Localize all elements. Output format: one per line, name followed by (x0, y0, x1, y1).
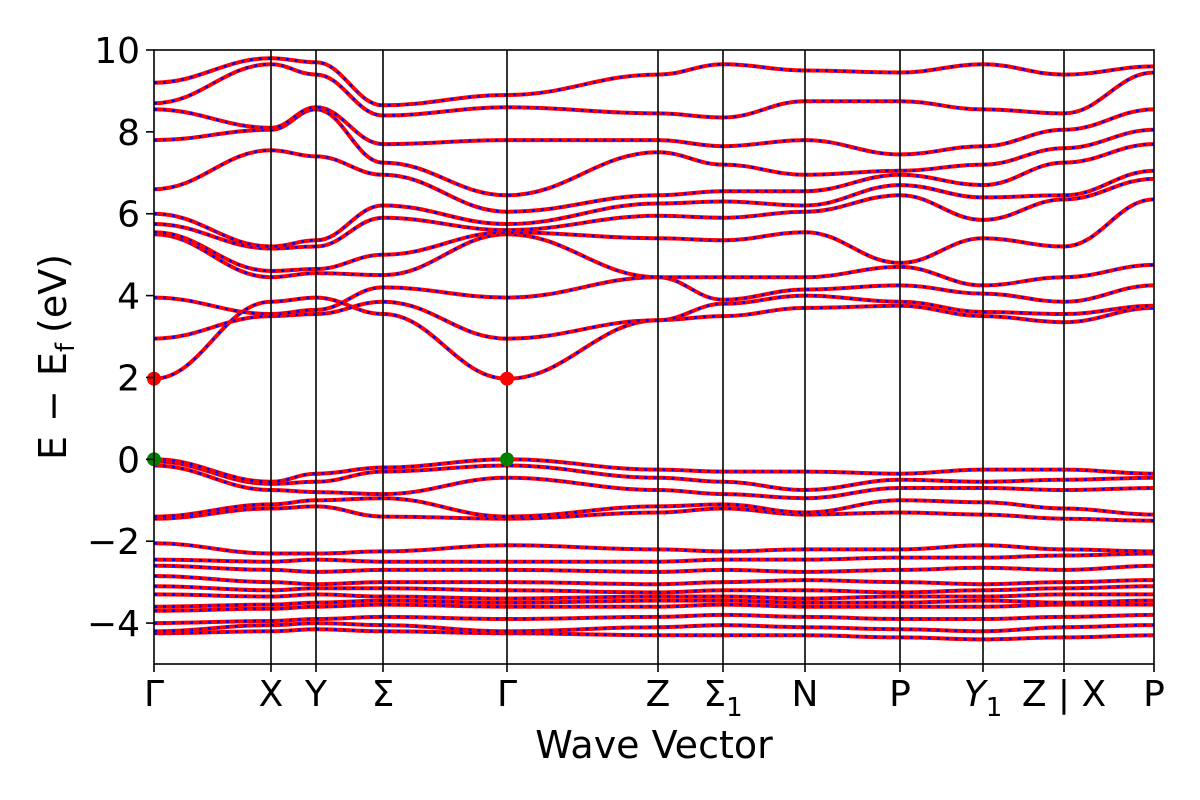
band-line-spin-up (154, 142, 1154, 214)
band-line-spin-up (154, 584, 1154, 595)
x-tick-label: Γ (497, 674, 517, 715)
band-line-spin-down (154, 108, 1154, 197)
x-tick-label: X (259, 674, 284, 715)
band-line-spin-down (154, 457, 1154, 484)
band-edge-markers (147, 371, 514, 467)
band-edge-point (500, 452, 514, 467)
x-axis-title: Wave Vector (535, 723, 773, 767)
x-tick-label: Z (646, 674, 671, 715)
y-axis: −4 −2 0 2 4 6 8 10 (87, 31, 154, 645)
bands-layer (154, 56, 1154, 642)
band-line-spin-up (154, 563, 1154, 574)
x-tick-label: Z | X (1022, 674, 1106, 715)
y-axis-title: E−Ef(eV) (31, 254, 81, 460)
x-tick-label: P (889, 674, 911, 715)
kpoint-lines (270, 50, 1065, 664)
band-line-spin-down (154, 275, 1154, 316)
x-tick-label: Γ (144, 674, 164, 715)
x-tick-label: N (792, 674, 819, 715)
plot-area (147, 49, 1155, 665)
band-edge-point (500, 371, 514, 386)
band-line-spin-up (154, 504, 1154, 523)
band-line-spin-down (154, 464, 1154, 500)
band-line-spin-up (154, 541, 1154, 556)
band-line-spin-up (154, 56, 1154, 108)
band-line-spin-down (154, 232, 1154, 287)
band-line-spin-up (154, 602, 1154, 613)
y-tick-label: 6 (117, 195, 140, 236)
y-tick-label: 4 (117, 277, 140, 318)
band-line-spin-up (154, 105, 1154, 157)
band-line-spin-down (154, 56, 1154, 107)
x-tick-label: P (1143, 674, 1165, 715)
band-line-spin-up (154, 293, 1154, 341)
plot-frame (153, 49, 1155, 665)
band-line-spin-up (154, 197, 1154, 273)
band-line-spin-down (154, 177, 1154, 250)
x-tick-label: Y (304, 674, 328, 715)
band-line-spin-up (154, 574, 1154, 587)
y-tick-label: 8 (117, 113, 140, 154)
y-tick-label: −4 (87, 604, 140, 645)
y-tick-label: 2 (117, 358, 140, 399)
band-line-spin-down (154, 460, 1154, 492)
x-tick-label: Σ1 (703, 674, 742, 723)
band-line-spin-down (154, 198, 1154, 273)
band-line-spin-up (154, 592, 1154, 601)
x-tick-label: Y1 (964, 674, 1003, 723)
x-tick-label: Σ (372, 674, 395, 715)
x-axis: Γ X Y Σ Γ Z Σ1 N P Y1 Z | X P (144, 664, 1165, 723)
y-tick-label: 0 (117, 440, 140, 481)
band-line-spin-down (154, 62, 1154, 119)
y-tick-label: −2 (87, 522, 140, 563)
y-tick-label: 10 (94, 31, 140, 72)
